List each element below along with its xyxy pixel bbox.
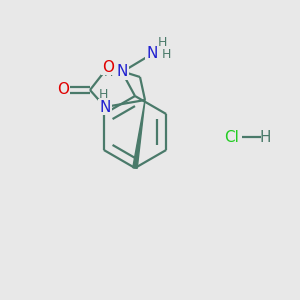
Polygon shape: [133, 100, 145, 168]
Text: H: H: [98, 88, 108, 101]
Text: N: N: [146, 46, 158, 62]
Text: H: H: [103, 67, 113, 80]
Text: H: H: [157, 37, 167, 50]
Text: O: O: [102, 59, 114, 74]
Text: Cl: Cl: [225, 130, 239, 145]
Text: O: O: [57, 82, 69, 98]
Text: H: H: [161, 49, 171, 62]
Text: N: N: [99, 100, 111, 115]
Text: H: H: [259, 130, 271, 145]
Text: N: N: [116, 64, 128, 80]
